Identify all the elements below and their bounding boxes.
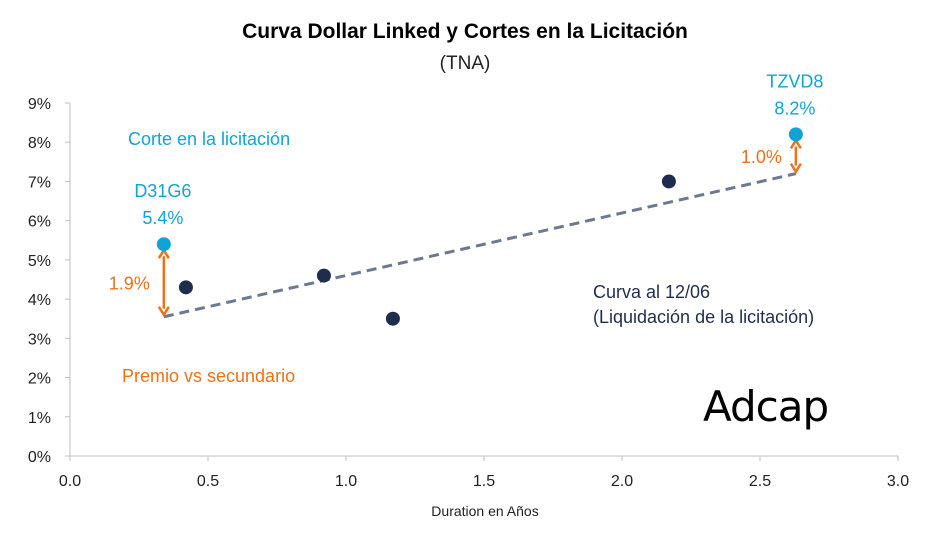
y-tick-label: 7% xyxy=(28,174,51,191)
x-tick-label: 1.5 xyxy=(473,473,495,490)
trendline xyxy=(163,172,797,319)
point-value-label: 8.2% xyxy=(774,98,815,118)
x-tick-label: 2.5 xyxy=(749,473,771,490)
trendline-group xyxy=(163,172,797,319)
y-tick-label: 0% xyxy=(28,449,51,466)
annotation-curva-line2: (Liquidación de la licitación) xyxy=(593,307,814,327)
y-tick-label: 5% xyxy=(28,253,51,270)
x-tick-label: 0.5 xyxy=(197,473,219,490)
curve-point xyxy=(316,268,331,283)
y-tick-labels: 0% 1% 2% 3% 4% 5% 6% 7% 8% 9% xyxy=(28,96,51,466)
data-points xyxy=(156,127,803,326)
spread-arrows: 1.9% 1.0% xyxy=(109,138,802,318)
x-tick-labels: 0.0 0.5 1.0 1.5 2.0 2.5 3.0 xyxy=(59,473,909,490)
y-tick-label: 6% xyxy=(28,214,51,231)
x-tick-label: 1.0 xyxy=(335,473,357,490)
point-name-label: TZVD8 xyxy=(766,71,823,91)
y-tick-label: 3% xyxy=(28,331,51,348)
point-labels: D31G6 5.4% TZVD8 8.2% xyxy=(134,71,823,228)
auction-point xyxy=(788,127,803,142)
x-tick-label: 2.0 xyxy=(611,473,633,490)
y-tick-label: 2% xyxy=(28,371,51,388)
spread-label: 1.0% xyxy=(741,147,782,167)
x-tick-label: 0.0 xyxy=(59,473,81,490)
x-axis-title: Duration en Años xyxy=(431,503,538,519)
y-tick-label: 1% xyxy=(28,410,51,427)
point-name-label: D31G6 xyxy=(134,181,191,201)
y-tick-label: 8% xyxy=(28,135,51,152)
y-axis xyxy=(65,102,71,457)
curve-point xyxy=(178,280,193,295)
annotation-corte: Corte en la licitación xyxy=(128,129,290,149)
spread-arrow-head-down xyxy=(157,306,170,318)
y-tick-label: 9% xyxy=(28,96,51,113)
annotation-premio: Premio vs secundario xyxy=(122,366,295,386)
adcap-logo: Adcap xyxy=(703,382,828,431)
curve-point xyxy=(385,311,400,326)
chart-title: Curva Dollar Linked y Cortes en la Licit… xyxy=(242,20,688,43)
x-tick-label: 3.0 xyxy=(887,473,909,490)
auction-point xyxy=(156,237,171,252)
point-value-label: 5.4% xyxy=(142,208,183,228)
annotation-curva-line1: Curva al 12/06 xyxy=(593,282,710,302)
spread-arrow-head-down xyxy=(789,162,802,174)
curve-point xyxy=(661,174,676,189)
y-tick-label: 4% xyxy=(28,292,51,309)
chart-subtitle: (TNA) xyxy=(440,53,491,74)
x-axis xyxy=(69,455,899,461)
spread-label: 1.9% xyxy=(109,273,150,293)
